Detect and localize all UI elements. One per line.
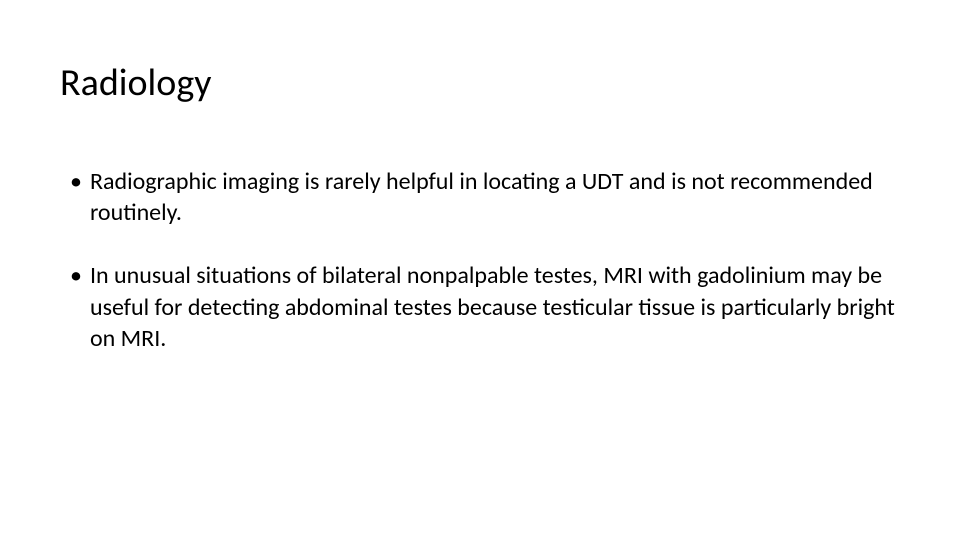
slide-title: Radiology (60, 60, 900, 106)
bullet-item: • In unusual situations of bilateral non… (70, 260, 900, 354)
bullet-marker: • (70, 260, 82, 291)
bullet-text: Radiographic imaging is rarely helpful i… (90, 166, 900, 228)
bullet-text: In unusual situations of bilateral nonpa… (90, 260, 900, 354)
bullet-item: • Radiographic imaging is rarely helpful… (70, 166, 900, 228)
slide-content: • Radiographic imaging is rarely helpful… (60, 166, 900, 354)
bullet-marker: • (70, 166, 82, 197)
slide-container: Radiology • Radiographic imaging is rare… (0, 0, 960, 540)
